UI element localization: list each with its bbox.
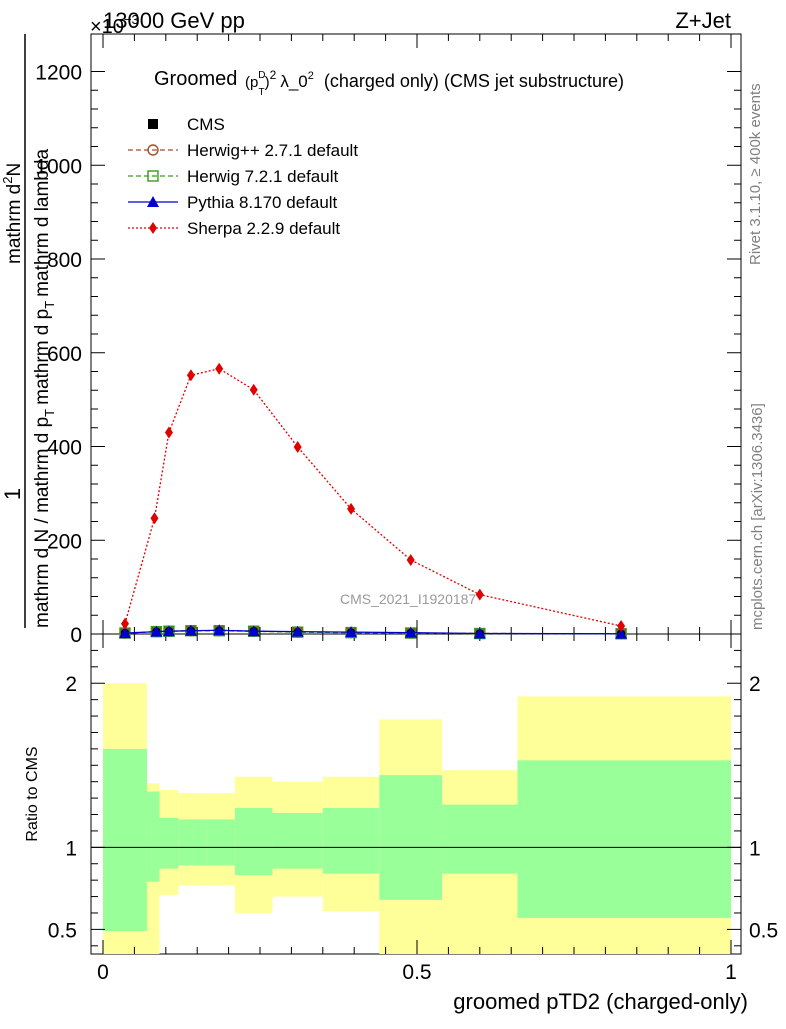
data-point (406, 553, 415, 566)
main-axes: 0 200 400 600 800 1000 1200 (35, 34, 741, 954)
ratio-band-green (322, 807, 380, 874)
ratio-x-tick-label: 0 (97, 961, 109, 984)
main-y-tick-label: 0 (70, 624, 82, 647)
data-point (615, 627, 628, 639)
data-point (213, 624, 226, 636)
data-point (215, 362, 224, 375)
main-y-tick-label: 600 (47, 343, 82, 366)
data-point (184, 624, 197, 636)
data-point (120, 617, 129, 630)
data-point (347, 502, 356, 515)
ratio-band-green (379, 775, 443, 900)
ratio-y-tick-label: 0.5 (48, 919, 77, 942)
legend-label: Pythia 8.170 default (187, 193, 338, 212)
energy-label: 13000 GeV pp (103, 8, 245, 33)
ratio-y-tick-label: 2 (65, 673, 77, 696)
data-point (475, 588, 484, 601)
process-label: Z+Jet (675, 8, 731, 33)
ratio-y-tick-label-right: 1 (749, 837, 761, 860)
main-y-tick-label: 200 (47, 530, 82, 553)
data-point (249, 383, 258, 396)
legend-item: CMS (148, 115, 225, 134)
ylabel-denominator: mathrm d N / mathrm d pTmathrm d pTmathr… (32, 149, 57, 628)
series-line (124, 367, 622, 627)
ratio-bands (91, 683, 741, 954)
legend-marker (147, 170, 159, 182)
main-y-tick-label: 1000 (35, 155, 82, 178)
ratio-band-green (146, 791, 160, 882)
main-ylabel: 1 mathrm d N / mathrm d pTmathrm d pTmat… (0, 34, 57, 628)
data-point (473, 627, 486, 639)
data-point (186, 369, 195, 382)
data-point (118, 627, 131, 639)
analysis-watermark: CMS_2021_I1920187 (340, 591, 476, 607)
ratio-ylabel: Ratio to CMS (24, 746, 41, 841)
data-point (617, 620, 626, 633)
mcplots-label: mcplots.cern.ch [arXiv:1306.3436] (749, 403, 766, 630)
data-point (345, 626, 358, 638)
legend-label: Herwig 7.2.1 default (187, 167, 338, 186)
ratio-band-green (178, 819, 207, 866)
ratio-x-tick-label: 1 (725, 961, 737, 984)
data-point (150, 512, 159, 525)
exponent-label: ×10−3 (90, 12, 139, 38)
main-y-tick-label: 400 (47, 437, 82, 460)
data-point (150, 625, 163, 637)
ratio-band-green (517, 760, 731, 918)
xlabel: groomed pTD2 (charged-only) (453, 989, 748, 1014)
legend-item: Herwig++ 2.7.1 default (128, 141, 358, 160)
ratio-band-green (234, 807, 273, 876)
legend-marker (147, 144, 159, 156)
data-point (291, 625, 304, 637)
legend: CMS Herwig++ 2.7.1 default Herwig 7.2.1 de… (128, 115, 358, 238)
data-point (247, 625, 260, 637)
data-point (404, 626, 417, 638)
ratio-axes: 0.5 0.5 1 1 2 2 0 0.5 1 (48, 649, 778, 984)
main-y-tick-label: 800 (47, 249, 82, 272)
legend-label: CMS (187, 115, 225, 134)
series-layer (118, 362, 628, 640)
main-y-tick-label: 1200 (35, 62, 82, 85)
legend-item: Sherpa 2.2.9 default (128, 219, 340, 238)
ratio-band-green (103, 748, 147, 932)
ylabel-numerator: 1 (0, 488, 25, 500)
plot-title: Groomed (pD T)2 λ_02 (charged only) (CMS je… (154, 68, 624, 98)
legend-label: Sherpa 2.2.9 default (187, 219, 340, 238)
legend-marker (149, 222, 157, 234)
data-point (293, 440, 302, 453)
ylabel-top: mathrm d2N (0, 163, 25, 264)
ratio-band-green (442, 804, 518, 874)
ratio-x-tick-label: 0.5 (402, 961, 431, 984)
legend-marker (148, 119, 158, 129)
ratio-band-green (272, 812, 323, 869)
data-point (162, 625, 175, 637)
rivet-label: Rivet 3.1.10, ≥ 400k events (747, 83, 764, 265)
legend-item: Pythia 8.170 default (128, 193, 338, 212)
ratio-y-tick-label: 1 (65, 837, 77, 860)
legend-marker (147, 196, 159, 207)
data-point (164, 426, 173, 439)
legend-label: Herwig++ 2.7.1 default (187, 141, 358, 160)
ratio-band-green (206, 819, 235, 866)
series-4 (120, 362, 626, 633)
ratio-y-tick-label-right: 2 (749, 673, 761, 696)
ratio-band-green (159, 817, 179, 869)
ratio-y-tick-label-right: 0.5 (749, 919, 778, 942)
legend-item: Herwig 7.2.1 default (128, 167, 338, 186)
series-3 (118, 624, 628, 639)
